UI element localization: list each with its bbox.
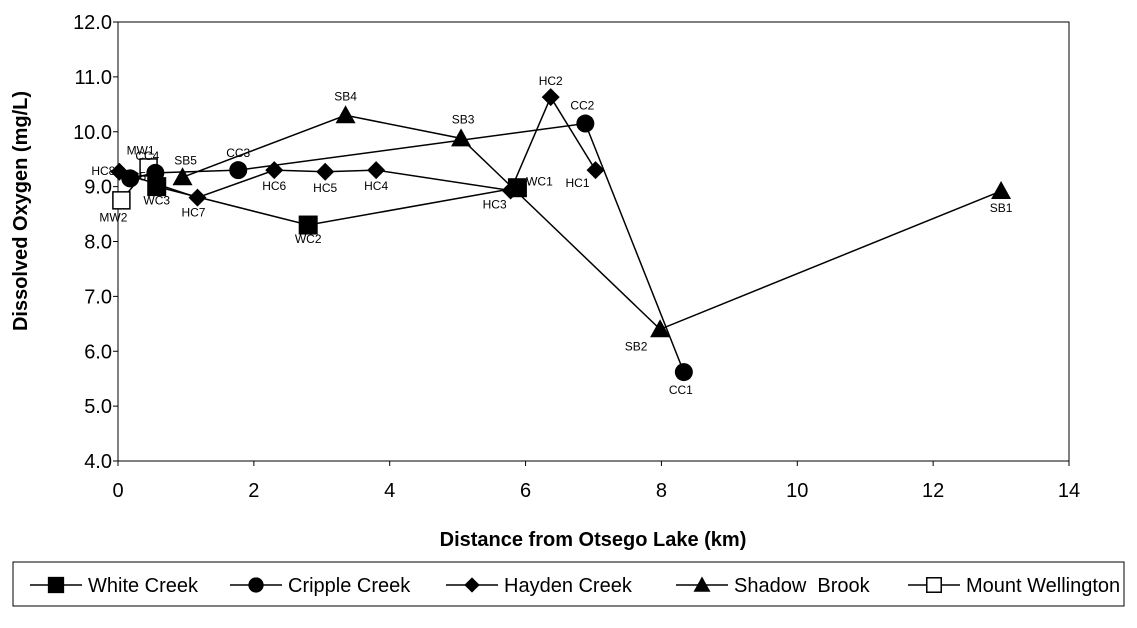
x-axis-title: Distance from Otsego Lake (km) xyxy=(440,529,747,551)
point-label-mw1: MW1 xyxy=(127,143,155,157)
x-tick-label: 6 xyxy=(520,480,531,502)
point-labels: MW1 MW2 WC3 WC2 WC1 HC8 HC7 HC6 HC5 HC4 HC3 HC2 HC1 S… xyxy=(91,74,1012,397)
point-label-hc7: HC7 xyxy=(181,206,205,220)
data-point-hc4 xyxy=(367,161,386,180)
data-point-sb4 xyxy=(335,105,356,124)
point-label-cc5: CC5 xyxy=(122,169,146,183)
data-point-hc1 xyxy=(586,161,605,180)
legend-label: White Creek xyxy=(88,575,199,597)
data-point-cc4 xyxy=(146,163,165,182)
series-layer xyxy=(110,88,1012,382)
legend-label: Hayden Creek xyxy=(504,575,633,597)
legend-label: Shadow Brook xyxy=(734,575,871,597)
x-tick-label: 2 xyxy=(248,480,259,502)
y-axis-title: Dissolved Oxygen (mg/L) xyxy=(10,91,32,331)
point-label-cc2: CC2 xyxy=(570,99,594,113)
point-label-sb4: SB4 xyxy=(334,89,357,103)
x-tick-label: 14 xyxy=(1058,480,1080,502)
data-point-sb1 xyxy=(991,181,1012,200)
point-label-sb5: SB5 xyxy=(174,153,197,167)
legend-marker xyxy=(464,577,480,593)
legend-label: Cripple Creek xyxy=(288,575,411,597)
legend-marker xyxy=(693,576,711,592)
point-label-cc1: CC1 xyxy=(669,383,693,397)
x-tick-label: 12 xyxy=(922,480,944,502)
data-point-cc5 xyxy=(121,169,140,188)
y-tick-label: 9.0 xyxy=(84,177,112,199)
y-tick-label: 5.0 xyxy=(84,396,112,418)
x-tick-labels: 0 2 4 6 8 10 12 14 xyxy=(112,480,1080,502)
legend-item-mount-wellington: Mount Wellington xyxy=(908,575,1120,597)
point-label-hc2: HC2 xyxy=(539,74,563,88)
y-tick-label: 6.0 xyxy=(84,341,112,363)
data-point-cc3 xyxy=(229,161,248,180)
series-line-cripple-creek xyxy=(130,122,685,373)
data-point-hc7 xyxy=(188,188,207,207)
x-tick-label: 10 xyxy=(786,480,808,502)
y-tick-label: 8.0 xyxy=(84,232,112,254)
point-label-cc3: CC3 xyxy=(226,146,250,160)
point-label-hc1: HC1 xyxy=(566,176,590,190)
point-label-hc3: HC3 xyxy=(483,197,507,211)
point-label-wc1: WC1 xyxy=(526,175,553,189)
data-point-hc2 xyxy=(541,88,560,107)
y-tick-label: 12.0 xyxy=(73,12,112,34)
legend-item-shadow-brook: Shadow Brook xyxy=(676,575,871,597)
point-label-wc2: WC2 xyxy=(295,232,322,246)
y-tick-label: 4.0 xyxy=(84,451,112,473)
data-point-sb5 xyxy=(172,167,193,186)
y-tick-label: 11.0 xyxy=(75,67,112,89)
point-label-wc3: WC3 xyxy=(143,194,170,208)
series-hayden-creek xyxy=(110,88,605,207)
point-label-cc4: CC4 xyxy=(135,149,159,163)
legend-label: Mount Wellington xyxy=(966,575,1120,597)
y-tick-label: 10.0 xyxy=(73,122,112,144)
series-line-hayden-creek xyxy=(119,95,597,199)
y-tick-label: 7.0 xyxy=(84,286,112,308)
legend-marker xyxy=(47,576,65,594)
data-point-cc2 xyxy=(576,114,595,133)
point-label-sb3: SB3 xyxy=(452,112,475,126)
point-label-sb2: SB2 xyxy=(625,339,648,353)
legend-marker xyxy=(926,577,942,593)
legend: White Creek Cripple Creek Hayden Creek Shad… xyxy=(12,561,1125,607)
data-point-cc1 xyxy=(674,363,693,382)
point-label-hc5: HC5 xyxy=(313,181,337,195)
point-label-sb1: SB1 xyxy=(990,201,1013,215)
legend-item-white-creek: White Creek xyxy=(30,575,199,597)
point-label-hc4: HC4 xyxy=(364,179,388,193)
plot-area-border xyxy=(117,21,1070,462)
legend-marker xyxy=(248,577,264,593)
legend-item-cripple-creek: Cripple Creek xyxy=(230,575,411,597)
data-point-hc5 xyxy=(316,162,335,181)
data-point-wc2 xyxy=(298,215,318,235)
data-point-hc3 xyxy=(501,181,520,200)
point-label-mw2: MW2 xyxy=(99,210,127,224)
x-tick-label: 0 xyxy=(112,480,123,502)
data-point-sb3 xyxy=(451,128,472,147)
point-label-hc8: HC8 xyxy=(91,164,115,178)
x-tick-label: 8 xyxy=(656,480,667,502)
data-point-sb2 xyxy=(650,319,671,338)
point-label-hc6: HC6 xyxy=(262,179,286,193)
x-tick-label: 4 xyxy=(384,480,395,502)
series-cripple-creek xyxy=(121,114,693,382)
series-shadow-brook xyxy=(172,105,1012,338)
y-tick-labels: 4.0 5.0 6.0 7.0 8.0 9.0 10.0 11.0 12.0 xyxy=(73,12,112,473)
data-point-mw2 xyxy=(112,191,131,210)
legend-item-hayden-creek: Hayden Creek xyxy=(446,575,633,597)
axes xyxy=(113,21,1070,466)
